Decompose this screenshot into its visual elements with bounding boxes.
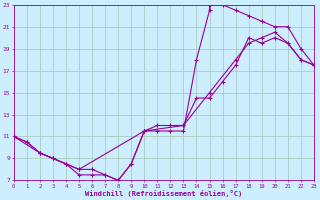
X-axis label: Windchill (Refroidissement éolien,°C): Windchill (Refroidissement éolien,°C) <box>85 190 243 197</box>
